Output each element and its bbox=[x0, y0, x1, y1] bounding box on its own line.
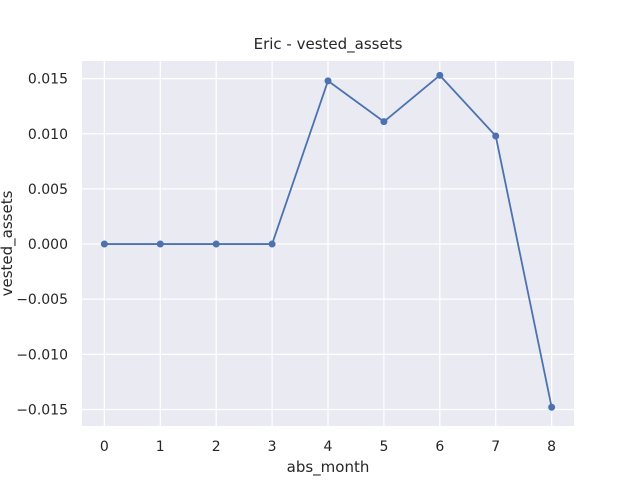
data-point bbox=[100, 240, 108, 248]
data-point bbox=[268, 240, 276, 248]
y-axis-label: vested_assets bbox=[0, 190, 17, 296]
x-tick-label: 4 bbox=[324, 439, 333, 455]
y-tick-label: −0.010 bbox=[16, 347, 68, 363]
data-point bbox=[492, 132, 500, 140]
x-tick-label: 6 bbox=[435, 439, 444, 455]
x-tick-label: 7 bbox=[491, 439, 500, 455]
y-tick-label: 0.005 bbox=[28, 182, 68, 198]
y-tick-label: −0.015 bbox=[16, 402, 68, 418]
y-tick-label: 0.000 bbox=[28, 237, 68, 253]
y-tick-label: −0.005 bbox=[16, 292, 68, 308]
x-tick-label: 0 bbox=[100, 439, 109, 455]
data-point bbox=[324, 77, 332, 85]
data-point bbox=[156, 240, 164, 248]
y-tick-label: 0.010 bbox=[28, 127, 68, 143]
series-layer bbox=[100, 71, 556, 411]
y-tick-label: 0.015 bbox=[28, 72, 68, 88]
x-tick-label: 2 bbox=[212, 439, 221, 455]
tick-labels: 0 1 2 3 4 5 6 7 8 0.015 0.010 0.005 0.000 −0.005 −0.01… bbox=[16, 72, 556, 455]
data-point bbox=[436, 71, 444, 79]
data-point bbox=[212, 240, 220, 248]
chart-title: Eric - vested_assets bbox=[254, 35, 403, 54]
x-tick-label: 3 bbox=[268, 439, 277, 455]
x-tick-label: 5 bbox=[379, 439, 388, 455]
x-tick-label: 1 bbox=[156, 439, 165, 455]
data-point bbox=[380, 118, 388, 126]
x-axis-label: abs_month bbox=[287, 458, 370, 477]
data-point bbox=[548, 403, 556, 411]
x-tick-label: 8 bbox=[547, 439, 556, 455]
